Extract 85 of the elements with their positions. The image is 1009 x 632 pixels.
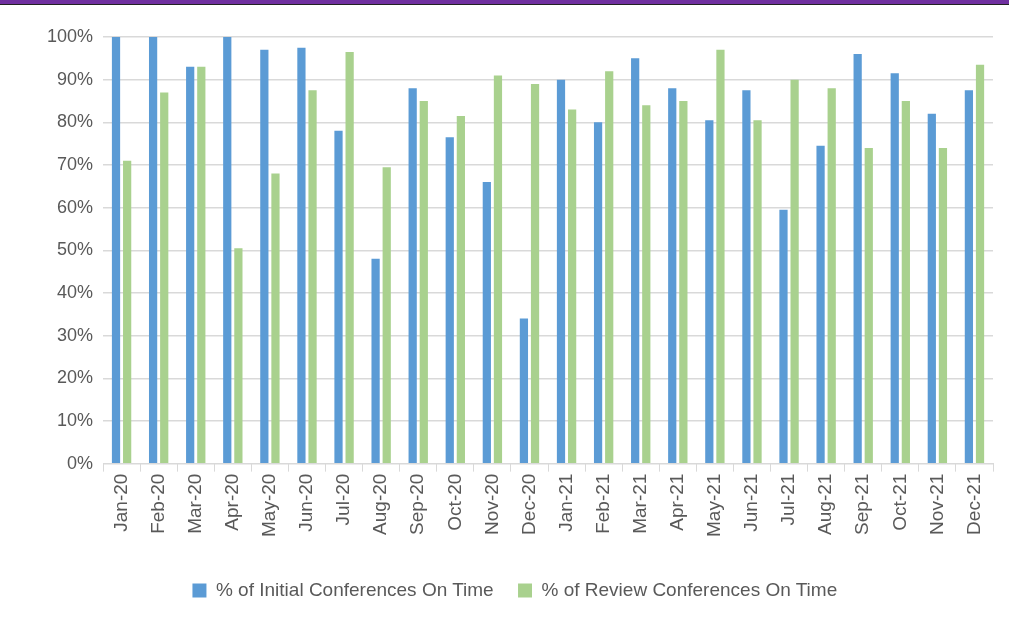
bar <box>593 122 603 463</box>
x-tick-label: Jan-21 <box>554 473 576 532</box>
x-tick-label: Sep-20 <box>406 473 428 535</box>
bar <box>816 145 825 463</box>
bar <box>742 90 751 463</box>
x-tick-label: Jun-21 <box>740 473 762 532</box>
x-tick-label: Nov-21 <box>925 473 947 535</box>
y-tick-label: 60% <box>57 196 94 217</box>
y-tick-label: 10% <box>57 409 94 430</box>
bar <box>853 54 862 463</box>
bar <box>408 88 417 463</box>
y-tick-label: 100% <box>46 25 94 46</box>
x-tick-label: Dec-21 <box>962 473 984 535</box>
bar <box>890 73 899 463</box>
bar <box>568 109 577 463</box>
bar <box>419 101 428 463</box>
bar <box>260 49 269 463</box>
bar <box>779 209 788 463</box>
x-tick-label: Oct-21 <box>888 473 910 531</box>
x-tick-label: Dec-20 <box>517 473 539 535</box>
x-tick-label: Nov-20 <box>480 473 502 535</box>
bar <box>148 37 158 463</box>
bar <box>668 88 677 463</box>
bar <box>493 75 503 463</box>
bar <box>631 58 640 463</box>
bar <box>297 47 306 463</box>
legend-label: % of Initial Conferences On Time <box>215 578 494 600</box>
x-tick-label: Sep-21 <box>851 473 873 535</box>
bar <box>445 137 454 463</box>
x-tick-label: Jun-20 <box>295 473 317 532</box>
x-tick-label: Feb-20 <box>146 473 168 534</box>
bar <box>519 318 529 463</box>
x-tick-label: Feb-21 <box>591 473 613 534</box>
bar <box>186 66 195 463</box>
bar <box>964 90 974 463</box>
x-tick-label: Aug-20 <box>369 473 391 535</box>
bar <box>111 37 121 463</box>
x-tick-label: Jul-21 <box>777 473 799 526</box>
bar <box>790 79 799 463</box>
bar <box>334 130 343 463</box>
y-tick-label: 70% <box>57 153 94 174</box>
bar <box>456 115 465 463</box>
x-tick-label: Mar-20 <box>183 473 205 534</box>
bar <box>271 173 280 463</box>
bar <box>642 105 651 463</box>
y-tick-label: 20% <box>57 367 94 388</box>
x-tick-label: Oct-20 <box>443 473 465 531</box>
bar <box>556 79 566 463</box>
y-tick-label: 50% <box>57 239 94 260</box>
x-tick-label: Jul-20 <box>332 473 354 526</box>
bar <box>705 120 714 463</box>
bar <box>197 66 206 463</box>
bar <box>234 248 243 463</box>
bar <box>927 113 936 463</box>
y-tick-label: 0% <box>67 452 94 473</box>
bar <box>371 258 380 463</box>
bar <box>482 182 491 463</box>
x-tick-label: Jan-20 <box>109 473 131 532</box>
bar <box>975 64 985 463</box>
x-tick-label: May-20 <box>258 473 280 537</box>
bar <box>123 160 132 463</box>
bar <box>605 71 614 463</box>
y-tick-label: 80% <box>57 111 94 132</box>
bar <box>716 49 725 463</box>
bar <box>753 120 762 463</box>
bar <box>345 51 354 463</box>
bar <box>864 147 873 463</box>
bar <box>679 101 688 463</box>
bar <box>901 101 910 463</box>
legend-label: % of Review Conferences On Time <box>541 578 838 600</box>
bar <box>938 147 948 463</box>
y-tick-label: 30% <box>57 324 94 345</box>
x-tick-label: Apr-21 <box>666 473 688 531</box>
x-tick-label: May-21 <box>703 473 725 537</box>
bar <box>223 37 232 463</box>
y-tick-label: 90% <box>57 68 94 89</box>
bar <box>308 90 317 463</box>
y-tick-label: 40% <box>57 281 94 302</box>
x-tick-label: Aug-21 <box>814 473 836 535</box>
x-tick-label: Apr-20 <box>221 473 243 531</box>
bar <box>827 88 836 463</box>
bar <box>530 83 540 463</box>
bar <box>160 92 169 463</box>
x-tick-label: Mar-21 <box>628 473 650 534</box>
bar <box>382 167 391 463</box>
